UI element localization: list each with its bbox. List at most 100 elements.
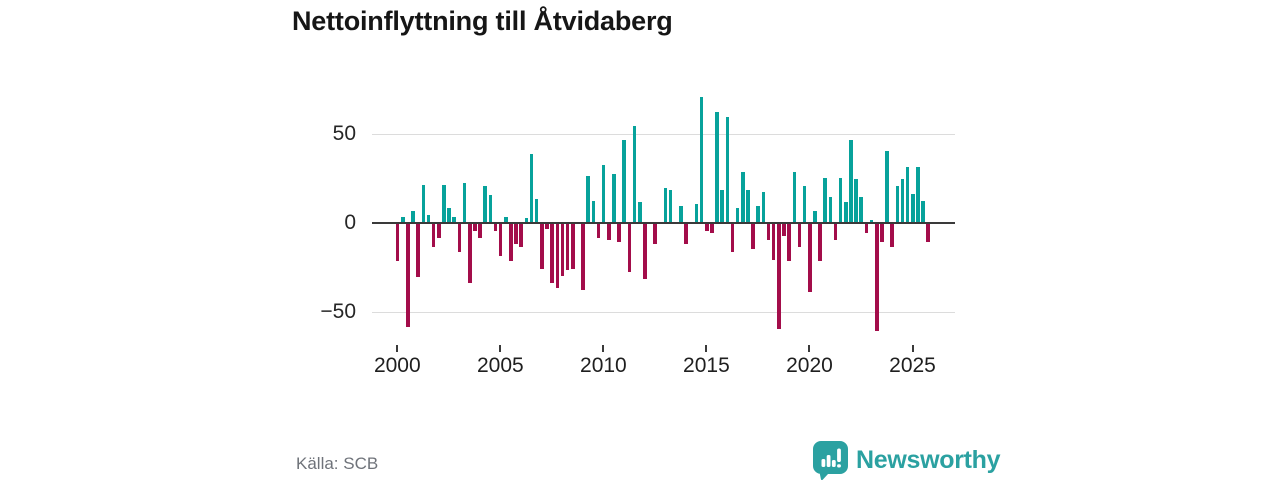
- bar: [663, 188, 668, 222]
- bar: [854, 179, 858, 222]
- bar: [493, 224, 498, 232]
- bar: [421, 184, 426, 222]
- x-axis-label: 2000: [373, 354, 421, 377]
- bar: [838, 177, 843, 222]
- bar: [591, 200, 596, 222]
- bar: [457, 224, 462, 253]
- bar: [911, 193, 915, 222]
- zero-line: [372, 222, 955, 224]
- bar: [849, 140, 853, 222]
- bar: [622, 140, 627, 222]
- bar: [565, 224, 570, 271]
- bar: [617, 224, 621, 242]
- bar: [828, 197, 833, 222]
- bar: [411, 211, 415, 222]
- bar: [632, 125, 637, 222]
- newsworthy-wordmark: Newsworthy: [856, 446, 1001, 474]
- x-axis-label: 2010: [580, 354, 627, 377]
- bar: [900, 179, 905, 222]
- bar: [498, 224, 503, 257]
- bar: [545, 224, 549, 230]
- bar: [771, 224, 776, 260]
- bar: [740, 172, 745, 222]
- bar: [478, 224, 482, 239]
- bar: [880, 224, 884, 242]
- bar: [643, 224, 647, 280]
- y-axis-label: −50: [320, 300, 356, 323]
- bar: [627, 224, 632, 273]
- newsworthy-logo[interactable]: Newsworthy: [812, 440, 1001, 480]
- x-axis-tick: [705, 345, 708, 352]
- bar: [823, 177, 827, 222]
- bar: [859, 197, 864, 222]
- bar: [710, 224, 714, 233]
- bar: [406, 224, 410, 328]
- bar: [679, 205, 683, 222]
- bar: [560, 224, 565, 276]
- bar: [864, 224, 869, 233]
- x-axis-tick: [602, 345, 605, 352]
- bar: [787, 224, 791, 262]
- bar: [720, 189, 724, 222]
- bar: [668, 189, 673, 222]
- source-label: Källa: SCB: [296, 454, 379, 473]
- bar: [730, 224, 735, 253]
- bar: [725, 116, 730, 222]
- bar: [761, 191, 766, 222]
- x-axis-label: 2015: [683, 354, 730, 377]
- bar: [766, 224, 771, 241]
- bar: [601, 165, 606, 222]
- bar: [833, 224, 838, 241]
- bar: [395, 224, 400, 262]
- bar: [694, 204, 699, 222]
- bar: [452, 216, 457, 222]
- bar: [447, 207, 451, 222]
- bar: [529, 154, 534, 222]
- bar: [802, 186, 807, 222]
- bar: [612, 173, 616, 222]
- bar: [534, 198, 539, 222]
- bar: [540, 224, 544, 269]
- bar: [416, 224, 420, 278]
- bar: [916, 166, 920, 222]
- gridline--50: [372, 312, 955, 313]
- bar: [437, 224, 441, 239]
- bar: [514, 224, 518, 244]
- bar: [777, 224, 781, 330]
- bar: [885, 150, 889, 222]
- bar: [869, 220, 874, 222]
- x-axis-label: 2005: [476, 354, 524, 377]
- speech-bubble-bar-chart-icon: [813, 441, 848, 480]
- y-axis-label: 50: [332, 122, 356, 145]
- bar: [509, 224, 513, 262]
- bar: [756, 205, 761, 222]
- bar: [570, 224, 575, 269]
- x-axis-label: 2020: [786, 354, 833, 377]
- bar: [524, 218, 529, 222]
- x-axis-tick: [396, 345, 399, 352]
- bar: [874, 224, 879, 331]
- bar: [488, 195, 493, 222]
- bar: [735, 207, 740, 222]
- bar: [813, 211, 817, 222]
- bar: [555, 224, 560, 289]
- bar: [581, 224, 585, 290]
- x-axis-tick: [499, 345, 502, 352]
- bar: [895, 186, 900, 222]
- bar: [715, 111, 719, 222]
- x-axis-tick: [911, 345, 914, 352]
- chart-title: Nettoinflyttning till Åtvidaberg: [292, 6, 673, 36]
- gridline-50: [372, 134, 955, 135]
- bar: [890, 224, 894, 248]
- bar: [807, 224, 812, 292]
- bar: [746, 189, 750, 222]
- x-axis-tick: [808, 345, 811, 352]
- bar: [467, 224, 472, 283]
- bar: [751, 224, 755, 249]
- bar: [704, 224, 709, 232]
- bar: [442, 184, 446, 222]
- bar: [473, 224, 477, 232]
- bar: [426, 214, 431, 222]
- bar: [653, 224, 657, 244]
